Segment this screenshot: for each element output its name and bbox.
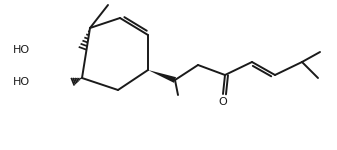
Polygon shape	[148, 70, 176, 83]
Text: HO: HO	[13, 77, 30, 87]
Text: HO: HO	[13, 45, 30, 55]
Text: O: O	[219, 97, 227, 107]
